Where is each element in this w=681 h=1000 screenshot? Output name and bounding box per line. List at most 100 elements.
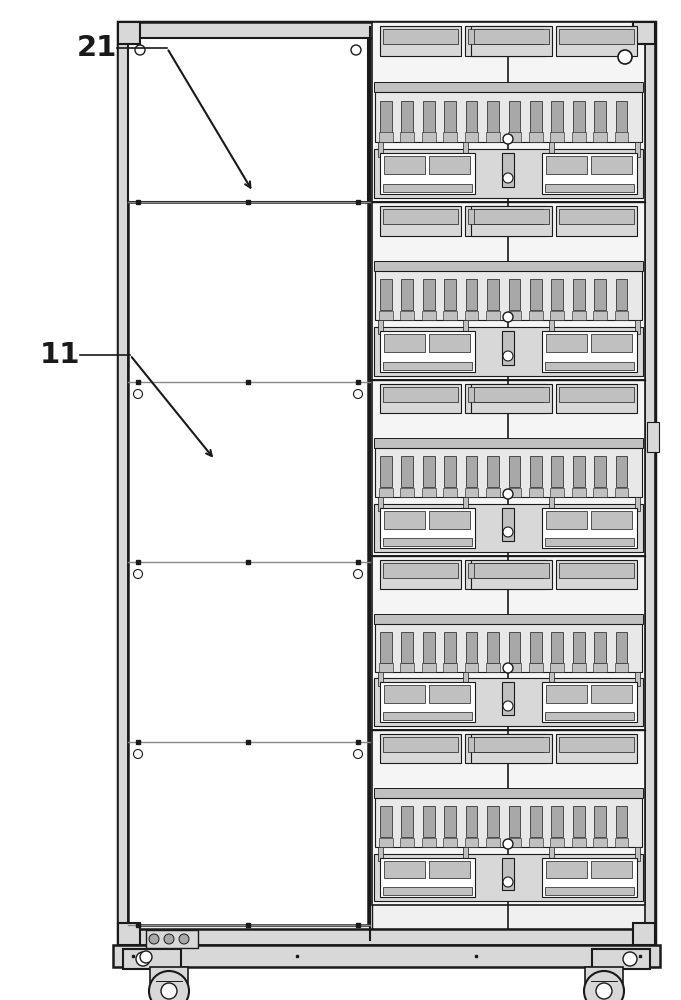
Bar [422,488,436,497]
Bar [486,838,500,847]
Bar [118,22,140,44]
Bar [401,806,413,837]
Circle shape [179,934,189,944]
Bar [486,132,500,142]
Bar [443,132,457,142]
Circle shape [149,971,189,1000]
Bar [530,279,541,310]
Bar [463,672,468,686]
Bar [372,202,645,380]
Bar [542,153,637,194]
Bar [383,538,472,546]
Bar [383,29,458,44]
Bar [507,838,521,847]
Bar [400,132,414,142]
Circle shape [503,489,513,499]
Bar [429,156,470,174]
Bar [546,156,587,174]
Bar [474,209,549,224]
Bar [443,311,457,320]
Bar [128,202,368,925]
Bar [380,632,392,663]
Circle shape [353,570,362,578]
Circle shape [596,983,612,999]
Bar [591,861,632,878]
Bar [559,387,634,401]
Bar [113,945,660,967]
Bar [635,320,640,334]
Bar [507,663,521,672]
Bar [374,327,643,376]
Bar [614,132,629,142]
Bar [423,632,434,663]
Bar [593,132,607,142]
Bar [549,847,554,861]
Bar [616,456,627,487]
Bar [594,632,606,663]
Bar [556,26,637,56]
Bar [123,949,181,969]
Bar [474,387,549,401]
Bar [383,209,458,224]
Circle shape [503,312,513,322]
Bar [379,838,393,847]
Bar [374,438,643,448]
Bar [509,632,520,663]
Bar [466,632,477,663]
Bar [552,456,563,487]
Bar [118,38,128,929]
Bar [545,712,634,720]
Bar [401,456,413,487]
Bar [487,279,499,310]
Bar [401,632,413,663]
Bar [502,508,514,541]
Bar [375,798,642,847]
Bar [378,497,383,511]
Bar [559,29,634,44]
Bar [378,847,383,861]
Circle shape [133,570,142,578]
Bar [509,456,520,487]
Bar [546,334,587,352]
Bar [572,838,586,847]
Bar [444,456,456,487]
Bar [468,209,543,224]
Bar [471,26,552,56]
Bar [380,101,392,133]
Bar [375,92,642,142]
Bar [380,806,392,837]
Bar [509,806,520,837]
Bar [463,847,468,861]
Bar [465,26,546,56]
Bar [614,488,629,497]
Bar [372,380,645,556]
Circle shape [503,877,513,887]
Bar [400,663,414,672]
Bar [585,967,623,983]
Bar [572,663,586,672]
Bar [486,663,500,672]
Bar [573,101,584,133]
Bar [384,511,425,529]
Bar [463,497,468,511]
Bar [380,456,392,487]
Bar [422,838,436,847]
Circle shape [503,527,513,537]
Bar [400,488,414,497]
Bar [401,279,413,310]
Bar [614,663,629,672]
Bar [464,311,479,320]
Circle shape [133,750,142,758]
Circle shape [503,839,513,849]
Bar [463,320,468,334]
Bar [374,678,643,726]
Bar [146,930,198,948]
Bar [383,712,472,720]
Circle shape [353,389,362,398]
Bar [380,508,475,548]
Bar [474,737,549,752]
Bar [464,838,479,847]
Bar [374,149,643,198]
Bar [573,806,584,837]
Bar [118,22,655,945]
